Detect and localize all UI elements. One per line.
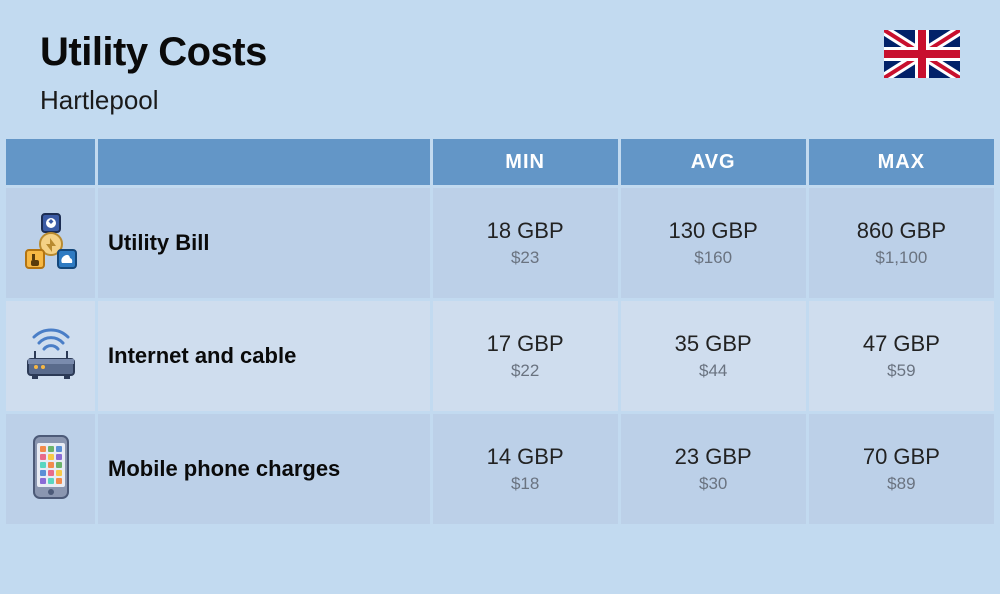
row-icon-cell [6,188,95,298]
mobile-phone-icon [26,434,76,505]
value-secondary: $44 [621,361,806,381]
value-primary: 860 GBP [809,218,994,244]
column-header-min: MIN [433,139,618,185]
cell-max: 860 GBP $1,100 [809,188,994,298]
value-secondary: $23 [433,248,618,268]
value-primary: 14 GBP [433,444,618,470]
header-empty-icon [6,139,95,185]
cell-min: 17 GBP $22 [433,301,618,411]
page-subtitle: Hartlepool [40,85,267,116]
utility-meter-icon [20,210,82,277]
value-secondary: $160 [621,248,806,268]
cell-max: 70 GBP $89 [809,414,994,524]
value-primary: 17 GBP [433,331,618,357]
value-secondary: $89 [809,474,994,494]
cell-avg: 130 GBP $160 [621,188,806,298]
row-label: Utility Bill [98,188,430,298]
row-label: Internet and cable [98,301,430,411]
table-header-row: MIN AVG MAX [6,139,994,185]
page-title: Utility Costs [40,30,267,75]
cell-avg: 23 GBP $30 [621,414,806,524]
header-empty-label [98,139,430,185]
column-header-max: MAX [809,139,994,185]
value-primary: 70 GBP [809,444,994,470]
value-primary: 35 GBP [621,331,806,357]
costs-table: MIN AVG MAX [0,136,1000,527]
row-icon-cell [6,414,95,524]
cell-min: 14 GBP $18 [433,414,618,524]
uk-flag-icon [884,30,960,78]
value-secondary: $1,100 [809,248,994,268]
cell-avg: 35 GBP $44 [621,301,806,411]
header-text-block: Utility Costs Hartlepool [40,30,267,116]
value-primary: 23 GBP [621,444,806,470]
value-secondary: $59 [809,361,994,381]
column-header-avg: AVG [621,139,806,185]
router-wifi-icon [20,323,82,390]
cell-max: 47 GBP $59 [809,301,994,411]
row-icon-cell [6,301,95,411]
value-primary: 47 GBP [809,331,994,357]
value-primary: 130 GBP [621,218,806,244]
value-secondary: $18 [433,474,618,494]
cell-min: 18 GBP $23 [433,188,618,298]
table-row: Internet and cable 17 GBP $22 35 GBP $44… [6,301,994,411]
value-secondary: $30 [621,474,806,494]
table-row: Mobile phone charges 14 GBP $18 23 GBP $… [6,414,994,524]
table-row: Utility Bill 18 GBP $23 130 GBP $160 860… [6,188,994,298]
value-primary: 18 GBP [433,218,618,244]
row-label: Mobile phone charges [98,414,430,524]
header: Utility Costs Hartlepool [0,0,1000,136]
value-secondary: $22 [433,361,618,381]
